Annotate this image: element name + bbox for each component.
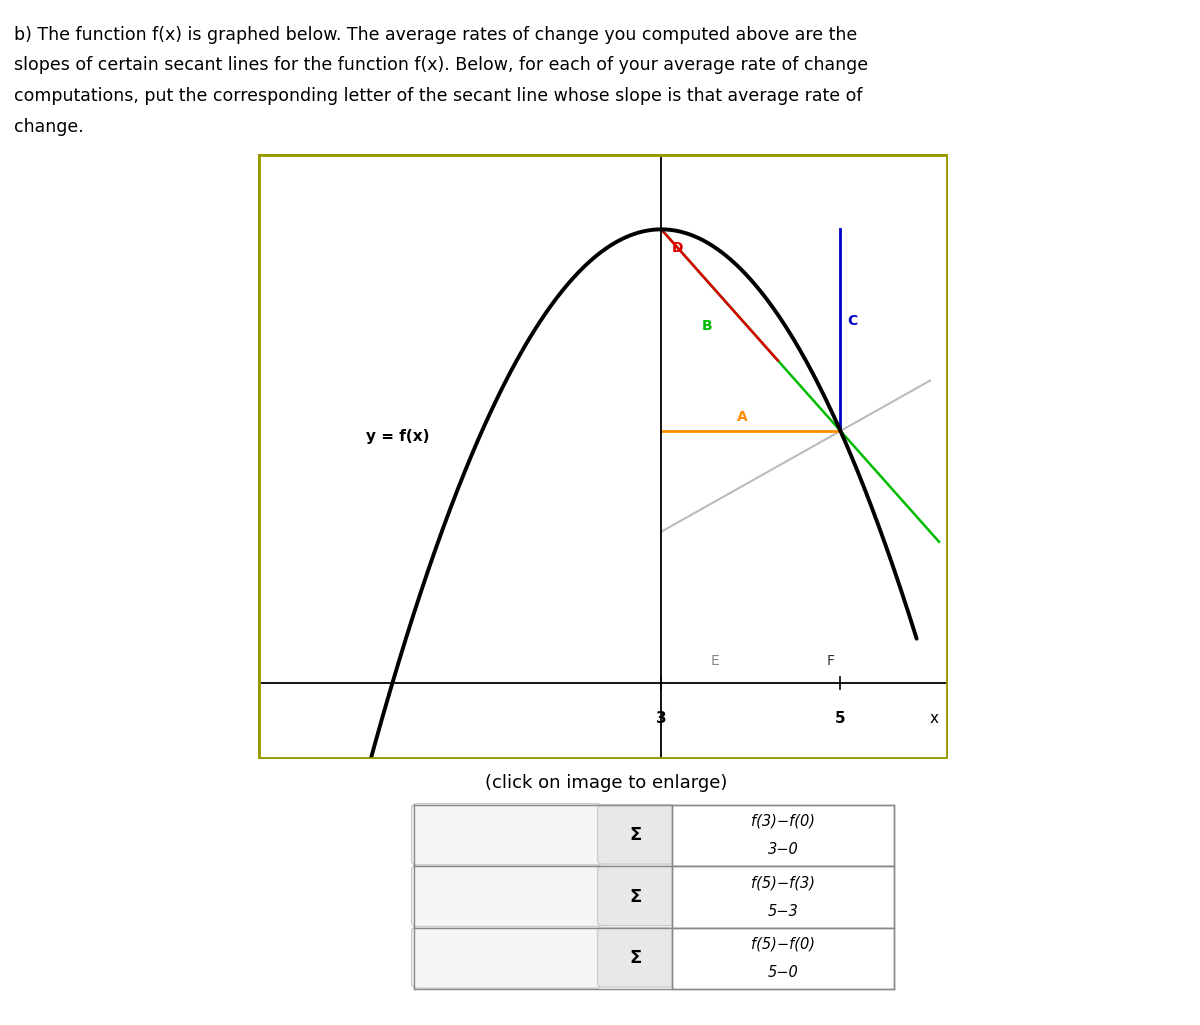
Text: Σ: Σ bbox=[630, 949, 642, 968]
Text: computations, put the corresponding letter of the secant line whose slope is tha: computations, put the corresponding lett… bbox=[14, 87, 863, 106]
Text: C: C bbox=[847, 314, 858, 328]
Text: f(3)−f(0): f(3)−f(0) bbox=[751, 814, 815, 828]
Text: slopes of certain secant lines for the function f(x). Below, for each of your av: slopes of certain secant lines for the f… bbox=[14, 56, 869, 75]
Text: 5−0: 5−0 bbox=[768, 966, 798, 980]
Text: Σ: Σ bbox=[630, 888, 642, 906]
Text: f(5)−f(3): f(5)−f(3) bbox=[751, 875, 815, 890]
Text: 5−3: 5−3 bbox=[768, 904, 798, 918]
Text: A: A bbox=[738, 410, 748, 424]
Text: f(5)−f(0): f(5)−f(0) bbox=[751, 937, 815, 951]
Text: D: D bbox=[672, 241, 684, 255]
Bar bbox=[258, 154, 948, 758]
Text: 5: 5 bbox=[835, 710, 846, 726]
Text: 3: 3 bbox=[656, 710, 666, 726]
Text: (click on image to enlarge): (click on image to enlarge) bbox=[485, 774, 727, 792]
Text: B: B bbox=[702, 319, 712, 333]
Text: x: x bbox=[930, 710, 940, 726]
Text: change.: change. bbox=[14, 118, 84, 136]
Text: b) The function f(x) is graphed below. The average rates of change you computed : b) The function f(x) is graphed below. T… bbox=[14, 26, 858, 44]
Text: E: E bbox=[710, 654, 719, 668]
Text: y = f(x): y = f(x) bbox=[366, 429, 430, 444]
Text: 3−0: 3−0 bbox=[768, 843, 798, 857]
Text: F: F bbox=[827, 654, 835, 668]
Text: Σ: Σ bbox=[630, 826, 642, 845]
